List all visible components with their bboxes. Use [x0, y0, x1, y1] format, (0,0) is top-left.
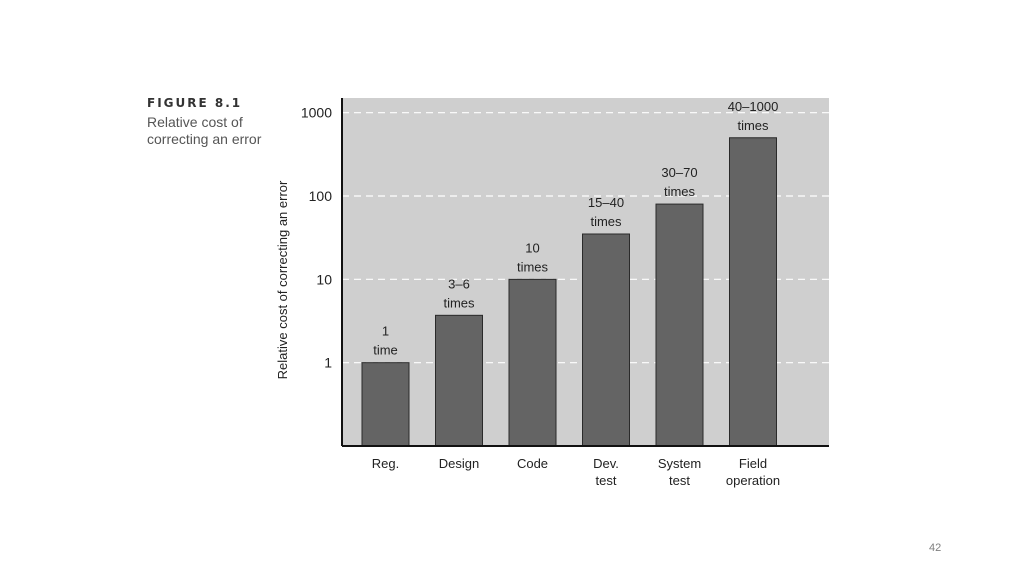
bar	[655, 203, 704, 447]
data-label: 10 times	[517, 240, 549, 274]
data-label: 1 time	[373, 324, 398, 358]
figure-caption: Relative cost of correcting an error	[147, 114, 262, 147]
figure-caption-block: FIGURE 8.1 Relative cost of correcting a…	[147, 96, 277, 148]
x-tick-label-line: Dev.	[593, 456, 619, 471]
data-label-line: 10	[525, 240, 539, 255]
data-label-line: times	[590, 214, 622, 229]
x-tick-label-line: test	[596, 473, 617, 488]
data-label: 30–70 times	[661, 165, 697, 199]
x-tick-label-line: Code	[517, 456, 548, 471]
bar	[435, 314, 483, 447]
x-tick-label-line: Design	[439, 456, 479, 471]
data-label-line: 3–6	[448, 276, 470, 291]
bar	[729, 137, 777, 447]
y-tick-labels: 1 10 100 1000	[301, 105, 332, 371]
data-label-line: times	[737, 118, 769, 133]
y-tick-label: 100	[309, 188, 333, 204]
bar	[508, 278, 557, 447]
data-label-line: 40–1000	[728, 99, 779, 114]
bar	[361, 362, 410, 447]
data-label-line: 1	[382, 324, 389, 339]
x-tick-label-line: operation	[726, 473, 780, 488]
x-tick-label-line: Reg.	[372, 456, 399, 471]
x-tick-labels: Reg. Design Code Dev. test System test Field ope…	[372, 456, 780, 488]
x-tick-label-line: System	[658, 456, 701, 471]
y-tick-label: 1000	[301, 105, 332, 121]
data-label-line: time	[373, 343, 398, 358]
x-tick-label: Dev. test	[593, 456, 619, 488]
data-label-line: 15–40	[588, 195, 624, 210]
data-label: 40–1000 times	[728, 99, 779, 133]
data-label-line: 30–70	[661, 165, 697, 180]
bars	[361, 137, 777, 447]
x-tick-label: Field operation	[726, 456, 780, 488]
x-tick-label-line: test	[669, 473, 690, 488]
axes	[341, 98, 829, 447]
data-labels: 1 time 3–6 times 10 times 15–40 times 30–70 times…	[373, 99, 778, 358]
y-tick-label: 1	[324, 355, 332, 371]
data-label-line: times	[664, 184, 696, 199]
figure-label: FIGURE 8.1	[147, 96, 243, 110]
data-label-line: times	[443, 295, 475, 310]
x-tick-label: System test	[658, 456, 701, 488]
x-tick-label: Code	[517, 456, 548, 471]
data-label: 3–6 times	[443, 276, 475, 310]
bar	[582, 233, 630, 447]
y-axis-label: Relative cost of correcting an error	[275, 180, 290, 379]
slide-number: 42	[929, 542, 942, 554]
y-tick-label: 10	[316, 271, 332, 287]
x-tick-label: Reg.	[372, 456, 399, 471]
x-tick-label-line: Field	[739, 456, 767, 471]
data-label-line: times	[517, 259, 549, 274]
x-tick-label: Design	[439, 456, 479, 471]
data-label: 15–40 times	[588, 195, 624, 229]
